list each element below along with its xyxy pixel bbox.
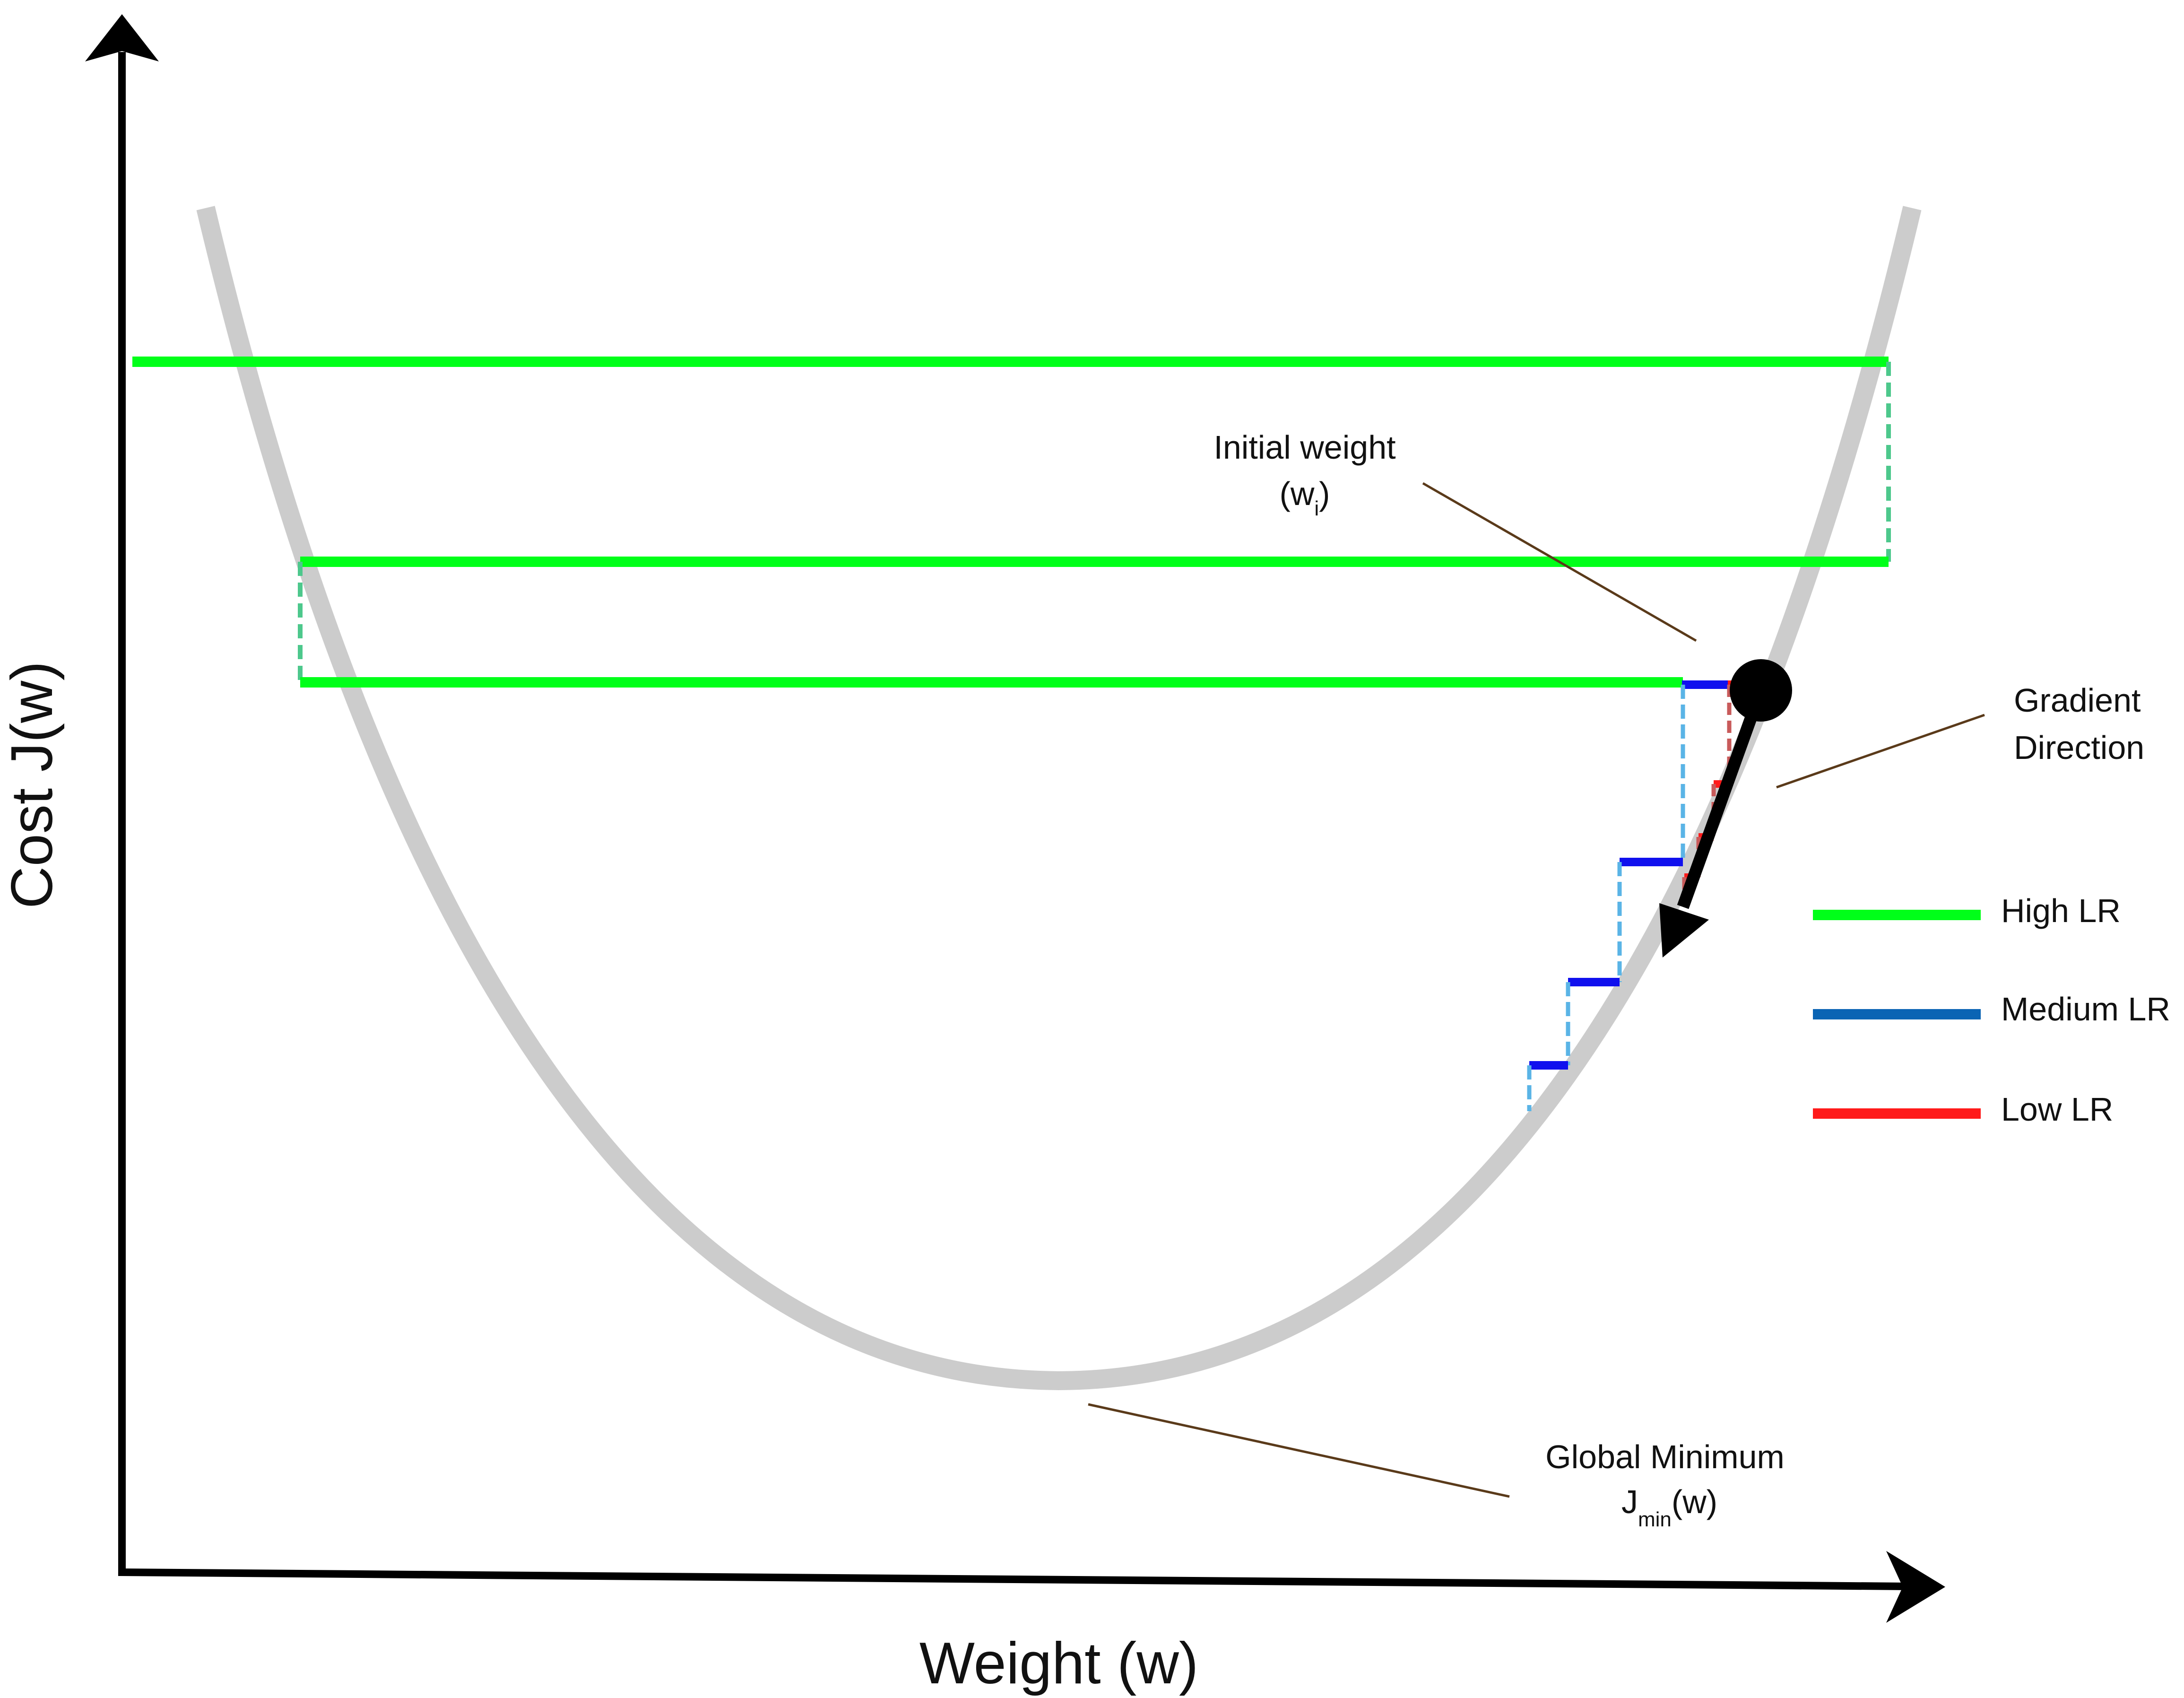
- y-axis-label: Cost J(w): [0, 661, 65, 909]
- gradient-direction-label-line1: Gradient: [2014, 682, 2141, 719]
- x-axis-label: Weight (w): [919, 1631, 1198, 1696]
- initial-weight-label: Initial weight: [1213, 429, 1395, 466]
- global-minimum-label: Global Minimum: [1545, 1438, 1785, 1475]
- cost-curve: [196, 206, 1922, 1391]
- initial-weight-leader: [1422, 482, 1697, 642]
- legend-label-medium-lr: Medium LR: [2001, 991, 2170, 1028]
- y-axis-arrowhead-icon: [85, 14, 159, 61]
- gradient-direction-arrow-icon: [1659, 688, 1767, 958]
- x-axis-arrowhead-icon: [1886, 1551, 1945, 1623]
- gradient-direction-label-line2: Direction: [2014, 729, 2144, 766]
- legend-label-low-lr: Low LR: [2001, 1091, 2113, 1128]
- global-minimum-symbol: Jmin(w): [1621, 1483, 1717, 1531]
- global-minimum-leader: [1088, 1403, 1510, 1498]
- initial-weight-symbol: (wi): [1280, 475, 1330, 520]
- legend: High LR Medium LR Low LR: [1813, 892, 2170, 1128]
- x-axis: [118, 1568, 1910, 1590]
- gradient-direction-leader: [1776, 714, 1985, 789]
- high-lr-steps: [132, 357, 1891, 688]
- initial-weight-point-icon: [1730, 659, 1792, 722]
- legend-label-high-lr: High LR: [2001, 892, 2121, 929]
- axes: [85, 14, 1945, 1623]
- medium-lr-steps: [1527, 680, 1749, 1111]
